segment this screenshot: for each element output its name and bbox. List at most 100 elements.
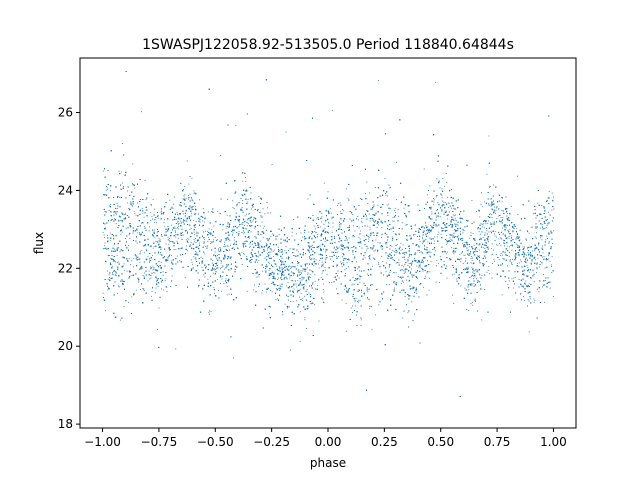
data-point — [147, 280, 149, 282]
data-point — [303, 268, 305, 270]
data-point — [426, 194, 428, 196]
data-point — [544, 301, 546, 303]
data-point — [267, 253, 268, 255]
data-point — [234, 242, 235, 244]
data-point — [390, 251, 392, 253]
data-point — [427, 241, 429, 243]
data-point — [281, 261, 283, 263]
data-point — [324, 251, 326, 253]
data-point — [211, 270, 213, 272]
data-point — [176, 212, 178, 213]
data-point — [441, 227, 442, 229]
data-point — [389, 208, 391, 209]
data-point — [471, 285, 473, 287]
data-point — [115, 223, 117, 225]
data-point — [176, 221, 178, 223]
data-point — [239, 252, 241, 254]
data-point — [212, 269, 213, 271]
data-point — [160, 246, 162, 248]
data-point — [183, 213, 185, 215]
data-point — [480, 192, 482, 194]
data-point — [258, 259, 260, 261]
data-point — [272, 233, 274, 235]
data-point — [196, 251, 198, 253]
data-point — [380, 206, 382, 208]
data-point — [122, 280, 124, 282]
data-point — [528, 331, 530, 333]
data-point — [443, 260, 445, 262]
data-point — [536, 232, 537, 234]
data-point — [463, 254, 465, 256]
data-point — [243, 231, 245, 233]
data-point — [108, 274, 110, 276]
data-point — [113, 271, 115, 273]
data-point — [486, 230, 488, 232]
data-point — [488, 220, 490, 222]
data-point — [470, 258, 472, 260]
data-point — [272, 250, 274, 252]
data-point — [176, 218, 178, 220]
data-point — [425, 225, 427, 227]
data-point — [219, 250, 221, 252]
data-point — [258, 252, 259, 254]
data-point — [396, 251, 398, 253]
data-point — [418, 230, 419, 232]
data-point — [430, 261, 432, 262]
data-point — [213, 268, 215, 270]
data-point — [322, 230, 324, 232]
data-point — [433, 198, 434, 200]
data-point — [149, 226, 150, 228]
data-point — [548, 254, 550, 256]
data-point — [208, 233, 210, 235]
data-point — [491, 254, 493, 256]
data-point — [397, 276, 399, 277]
data-point — [465, 257, 467, 259]
data-point — [186, 230, 188, 231]
data-point — [107, 278, 109, 280]
data-point — [175, 248, 177, 250]
data-point — [323, 283, 325, 285]
data-point — [286, 240, 288, 242]
data-point — [241, 207, 243, 209]
data-point — [150, 212, 152, 214]
data-point — [295, 233, 297, 235]
data-point — [524, 246, 525, 248]
data-point — [122, 283, 124, 285]
data-point — [521, 261, 522, 263]
data-point — [546, 225, 548, 226]
data-point — [427, 228, 428, 230]
data-point — [474, 251, 476, 253]
data-point — [309, 236, 311, 237]
data-point — [460, 285, 462, 287]
data-point — [105, 227, 107, 229]
data-point — [210, 241, 212, 243]
data-point — [471, 246, 473, 248]
data-point — [180, 182, 182, 184]
data-point — [518, 279, 520, 280]
data-point — [210, 259, 212, 261]
data-point — [467, 268, 469, 270]
data-point — [132, 183, 133, 185]
data-point — [323, 248, 325, 250]
data-point — [286, 257, 288, 259]
data-point — [472, 268, 474, 270]
data-point — [529, 291, 531, 293]
data-point — [428, 252, 430, 253]
data-point — [386, 242, 388, 244]
data-point — [180, 232, 182, 234]
data-point — [110, 257, 112, 259]
data-point — [264, 225, 266, 227]
data-point — [422, 252, 424, 254]
data-point — [467, 249, 469, 251]
data-point — [300, 270, 302, 272]
data-point — [429, 277, 431, 279]
data-point — [528, 232, 530, 234]
data-point — [189, 193, 191, 195]
data-point — [204, 253, 206, 255]
data-point — [482, 237, 484, 239]
data-point — [195, 242, 197, 244]
data-point — [195, 213, 197, 215]
data-point — [247, 198, 249, 200]
data-point — [115, 271, 117, 273]
data-point — [479, 237, 481, 239]
